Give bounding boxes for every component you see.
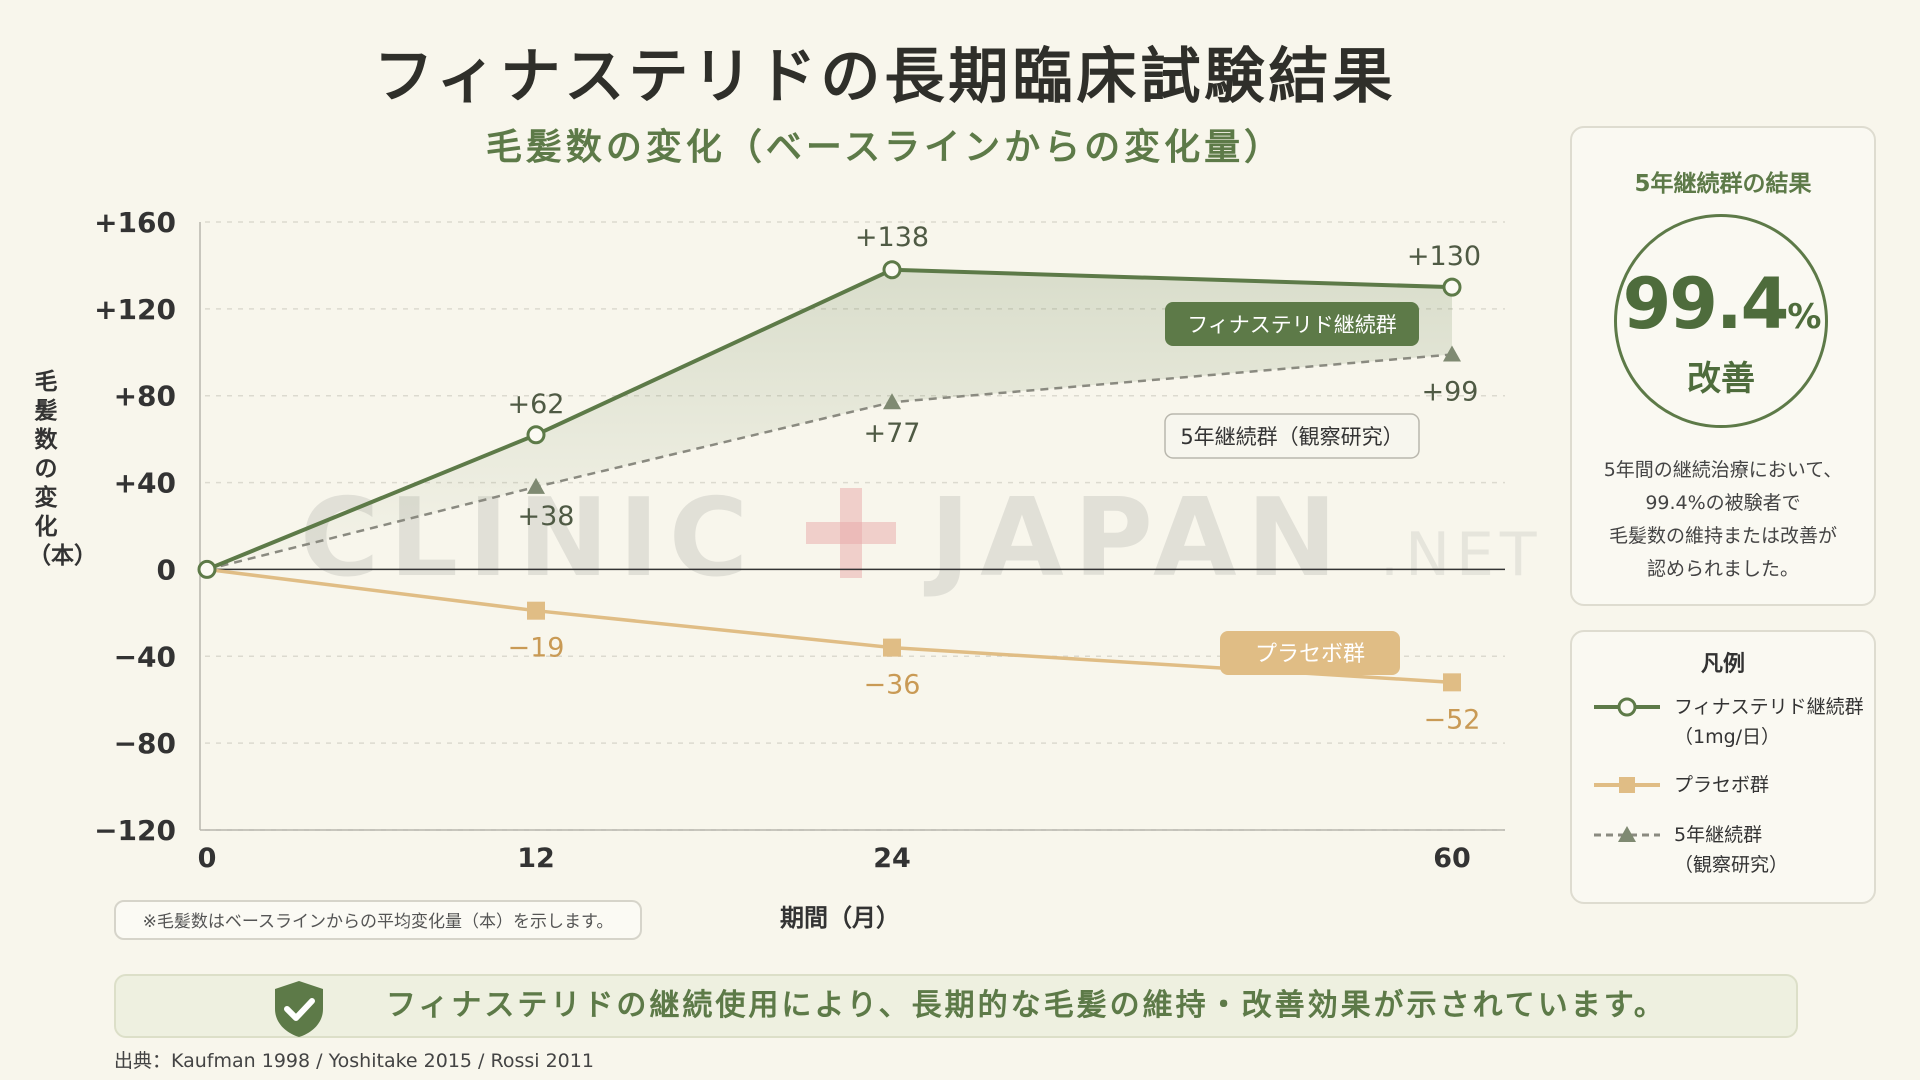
- legend-label: フィナステリド継続群: [1674, 696, 1864, 718]
- observational-tag: 5年継続群（観察研究）: [1180, 425, 1403, 449]
- placebo-line: [206, 567, 1453, 685]
- result-panel: 5年継続群の結果 99.4% 改善 5年間の継続治療において、 99.4%の被験…: [1570, 126, 1876, 606]
- result-description-line: 5年間の継続治療において、: [1603, 459, 1843, 481]
- finasteride-data-label: +138: [855, 222, 929, 253]
- finasteride-tag-bg: [1165, 302, 1419, 346]
- watermark-text-left: CLINIC: [300, 476, 758, 601]
- legend-label: 5年継続群: [1674, 824, 1763, 846]
- finasteride-area: [207, 269, 1452, 570]
- source-citation: 出典：Kaufman 1998 / Yoshitake 2015 / Rossi…: [114, 1050, 594, 1072]
- result-value: 99.4: [1622, 263, 1790, 345]
- legend-label: プラセボ群: [1674, 774, 1770, 796]
- watermark: CLINIC JAPAN .NET: [300, 476, 1543, 601]
- line-chart: CLINIC JAPAN .NET +160 +120 +80 +40 0 −40 −80 −…: [94, 206, 1543, 874]
- result-description-line: 毛髪数の維持または改善が: [1608, 525, 1837, 547]
- placebo-data-label: −52: [1424, 704, 1481, 735]
- y-axis-label: 毛髪数の変化（本）: [28, 369, 97, 569]
- observational-data-label: +38: [518, 501, 575, 532]
- observational-marker: [1443, 345, 1461, 362]
- result-circle: 99.4% 改善: [1614, 214, 1828, 428]
- observational-tag-bg: [1164, 413, 1420, 459]
- result-description: 5年間の継続治療において、 99.4%の被験者で 毛髪数の維持または改善が 認め…: [1586, 454, 1860, 586]
- placebo-data-label: −19: [508, 633, 565, 664]
- observational-marker: [883, 393, 901, 410]
- finasteride-marker: [197, 559, 217, 579]
- finasteride-line: [206, 267, 1453, 572]
- legend-dashed-triangle-icon: [1594, 826, 1660, 842]
- result-description-line: 認められました。: [1646, 558, 1799, 580]
- finasteride-tag: フィナステリド継続群: [1187, 313, 1397, 337]
- y-tick-label: −40: [114, 640, 176, 673]
- result-unit: %: [1787, 297, 1821, 337]
- finasteride-data-label: +130: [1407, 241, 1481, 272]
- legend-sublabel: （1mg/日）: [1674, 726, 1781, 748]
- page-title: フィナステリドの長期臨床試験結果: [373, 42, 1397, 112]
- y-tick-label: +40: [114, 467, 176, 500]
- x-axis-label: 期間（月）: [780, 904, 900, 932]
- footnote: ※毛髪数はベースラインからの平均変化量（本）を示します。: [114, 900, 642, 940]
- observational-data-label: +99: [1422, 376, 1479, 407]
- placebo-tag: プラセボ群: [1255, 642, 1365, 667]
- conclusion-banner: フィナステリドの継続使用により、長期的な毛髪の維持・改善効果が示されています。: [114, 974, 1798, 1038]
- result-label: 改善: [1687, 359, 1755, 399]
- observational-data-label: +77: [864, 418, 921, 449]
- legend-title: 凡例: [1700, 652, 1745, 677]
- finasteride-marker: [882, 260, 902, 280]
- result-value-wrap: 99.4%: [1617, 263, 1825, 345]
- watermark-text-suffix: .NET: [1380, 520, 1543, 590]
- finasteride-marker: [526, 425, 546, 445]
- medical-cross-icon: [806, 488, 896, 578]
- y-tick-label: +80: [114, 380, 176, 413]
- watermark-text-right: JAPAN: [923, 476, 1347, 601]
- legend-line-circle-icon: [1594, 697, 1660, 717]
- observational-line: [206, 353, 1453, 571]
- legend-item-placebo: プラセボ群: [1592, 770, 1769, 804]
- banner-text: フィナステリドの継続使用により、長期的な毛髪の維持・改善効果が示されています。: [386, 988, 1667, 1023]
- result-title: 5年継続群の結果: [1634, 171, 1812, 197]
- shield-check-icon: [275, 981, 323, 1037]
- legend-item-finasteride: フィナステリド継続群 （1mg/日）: [1592, 692, 1864, 748]
- legend-sublabel: （観察研究）: [1674, 854, 1789, 876]
- y-tick-label: −80: [114, 727, 176, 760]
- placebo-marker: [527, 601, 545, 620]
- finasteride-marker: [1442, 277, 1462, 297]
- y-tick-label: 0: [157, 553, 176, 586]
- observational-marker: [527, 477, 545, 494]
- result-description-line: 99.4%の被験者で: [1645, 492, 1801, 514]
- legend-item-observational: 5年継続群 （観察研究）: [1592, 820, 1788, 876]
- x-tick-label: 12: [517, 843, 555, 874]
- legend-line-square-icon: [1594, 777, 1660, 793]
- placebo-data-label: −36: [864, 670, 921, 701]
- x-tick-label: 60: [1433, 843, 1471, 874]
- placebo-marker: [883, 638, 901, 657]
- finasteride-data-label: +62: [508, 389, 565, 420]
- x-tick-label: 0: [198, 843, 217, 874]
- x-tick-label: 24: [873, 843, 911, 874]
- y-tick-label: +160: [94, 206, 176, 239]
- y-tick-label: −120: [94, 814, 176, 847]
- legend-panel: 凡例 フィナステリド継続群 （1mg/日） プラセボ群 5年継続群 （観察研究）: [1570, 630, 1876, 904]
- placebo-tag-bg: [1220, 631, 1400, 675]
- y-tick-label: +120: [94, 293, 176, 326]
- page-subtitle: 毛髪数の変化（ベースラインからの変化量）: [485, 127, 1285, 168]
- placebo-marker: [1443, 673, 1461, 692]
